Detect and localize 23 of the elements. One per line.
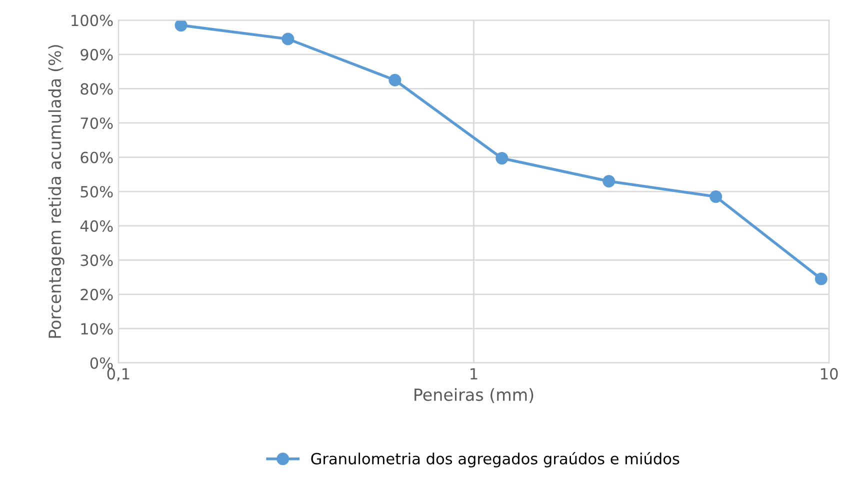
y-tick-label: 90% bbox=[80, 48, 113, 60]
x-tick-label: 1 bbox=[470, 368, 478, 380]
y-tick-label: 100% bbox=[72, 14, 113, 26]
y-tick-label: 40% bbox=[80, 220, 113, 232]
x-tick-label: 0,1 bbox=[107, 368, 130, 382]
legend-label: Granulometria dos agregados graúdos e miúdos bbox=[311, 452, 680, 468]
point bbox=[602, 174, 616, 188]
y-tick-label: 20% bbox=[80, 288, 113, 300]
y-tick-label: 30% bbox=[80, 254, 113, 266]
point bbox=[388, 74, 402, 86]
point bbox=[496, 152, 508, 165]
y-tick-label: 60% bbox=[80, 152, 113, 164]
point bbox=[710, 190, 722, 203]
y-tick-label: 50% bbox=[80, 186, 113, 198]
y-tick-label: 80% bbox=[80, 83, 113, 95]
point bbox=[174, 20, 188, 32]
point bbox=[282, 32, 294, 46]
y-tick-label: 70% bbox=[80, 117, 113, 129]
y-axis-title: Porcentagem retida acumulada (%) bbox=[48, 45, 64, 338]
x-axis-title: Peneiras (mm) bbox=[414, 388, 534, 403]
y-tick-label: 10% bbox=[81, 323, 113, 335]
x-tick-label: 10 bbox=[821, 368, 838, 380]
y-tick-label: 0% bbox=[90, 357, 113, 369]
